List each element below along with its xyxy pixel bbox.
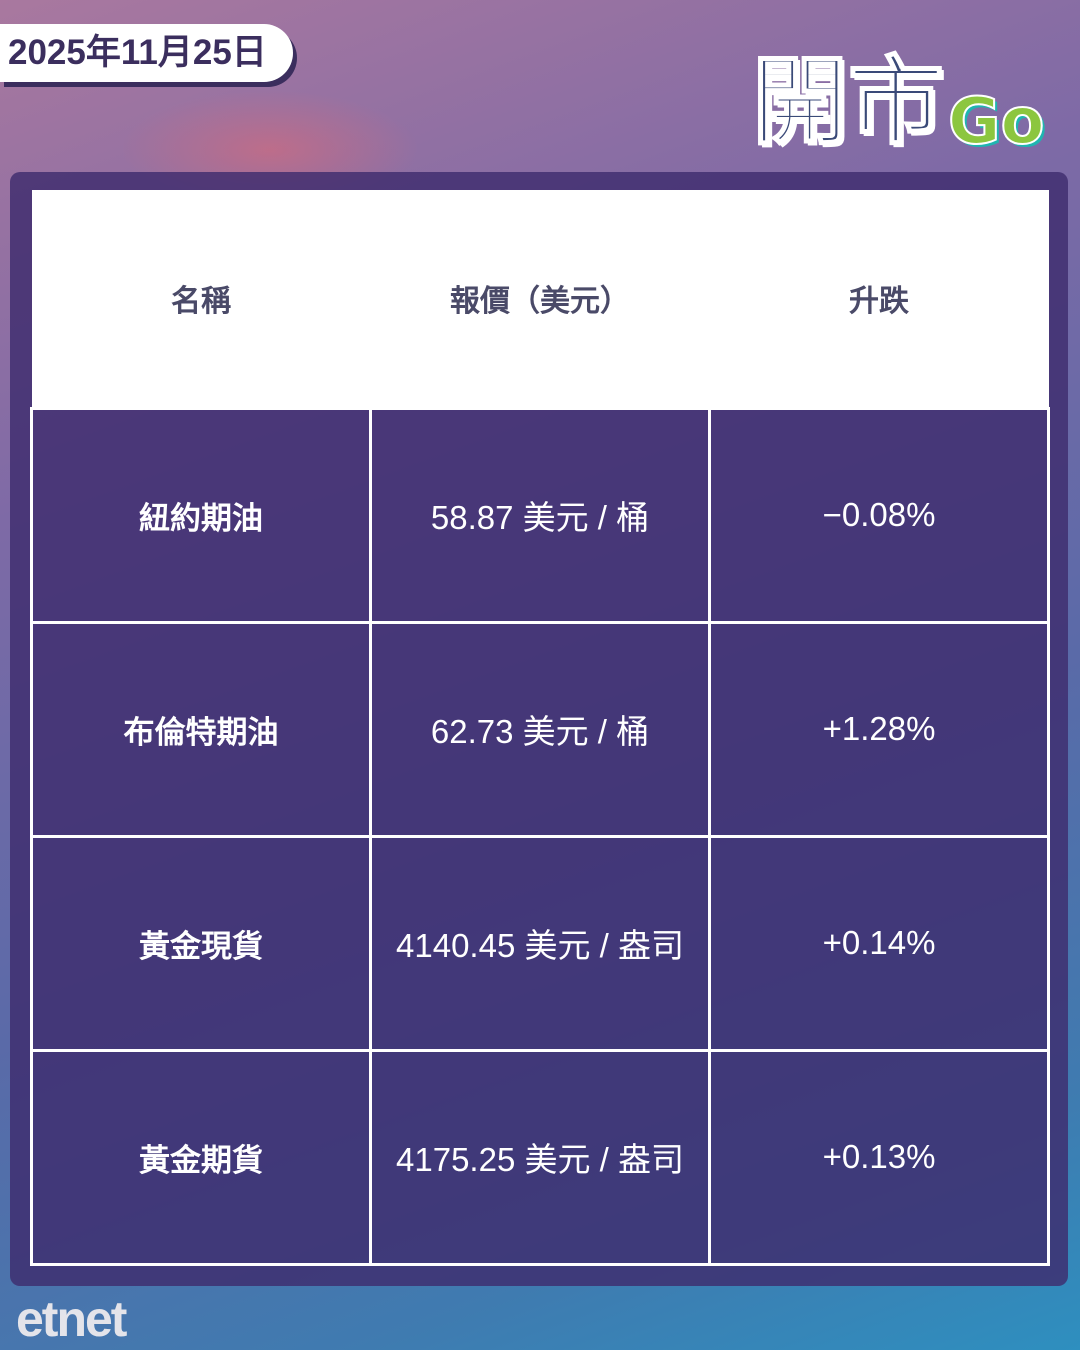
header-change: 升跌 [709,190,1049,408]
kaishi-go-logo: 開市 Go [751,12,1070,162]
cell-name: 布倫特期油 [30,620,372,838]
cell-change: −0.08% [708,406,1050,624]
cell-price: 4175.25 美元 / 盎司 [369,1048,711,1266]
commodity-table: 名稱 報價（美元） 升跌 紐約期油 58.87 美元 / 桶 −0.08% 布倫特期油… [30,190,1050,1266]
table-row: 黃金期貨 4175.25 美元 / 盎司 +0.13% [30,1048,1050,1266]
header-price: 報價（美元） [370,190,710,408]
cell-price: 58.87 美元 / 桶 [369,406,711,624]
cell-price: 62.73 美元 / 桶 [369,620,711,838]
cell-name: 紐約期油 [30,406,372,624]
cell-name: 黃金期貨 [30,1048,372,1266]
cell-change: +1.28% [708,620,1050,838]
table-row: 紐約期油 58.87 美元 / 桶 −0.08% [30,406,1050,624]
logo-go-text: Go [947,84,1045,160]
cell-change: +0.14% [708,834,1050,1052]
cell-price: 4140.45 美元 / 盎司 [369,834,711,1052]
table-row: 黃金現貨 4140.45 美元 / 盎司 +0.14% [30,834,1050,1052]
logo-main-text: 開市 [751,45,945,159]
cell-change: +0.13% [708,1048,1050,1266]
cell-name: 黃金現貨 [30,834,372,1052]
table-row: 布倫特期油 62.73 美元 / 桶 +1.28% [30,620,1050,838]
header-name: 名稱 [31,190,371,408]
table-header: 名稱 報價（美元） 升跌 [31,190,1049,408]
etnet-logo: etnet [16,1291,127,1347]
date-badge: 2025年11月25日 [0,24,293,82]
